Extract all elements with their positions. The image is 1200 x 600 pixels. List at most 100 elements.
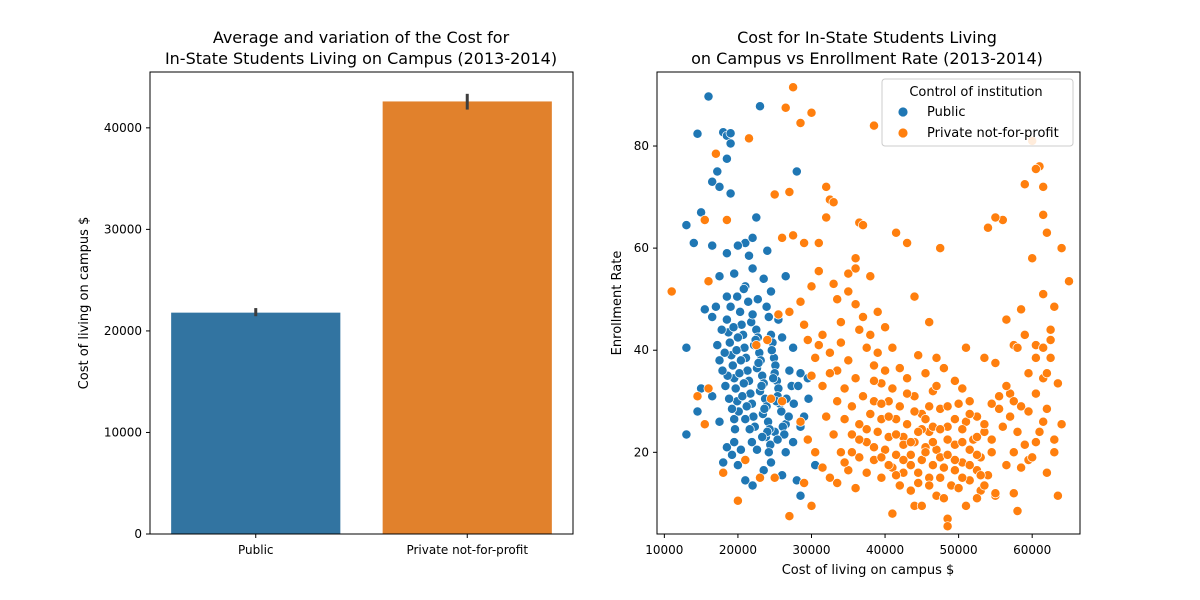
scatter-point-public: [730, 383, 741, 394]
legend-marker-public: [897, 106, 909, 118]
scatter-point-private: [902, 388, 913, 399]
scatter-point-private: [957, 472, 968, 483]
scatter-point-private: [891, 470, 902, 481]
scatter-point-private: [902, 419, 913, 430]
scatter-point-public: [729, 437, 740, 448]
scatter-point-private: [799, 238, 810, 248]
scatter-point-public: [714, 271, 725, 282]
scatter-point-public: [752, 444, 762, 455]
scatter-point-private: [850, 299, 861, 310]
scatter-point-private: [880, 365, 891, 376]
scatter-point-private: [1064, 276, 1074, 287]
bar-1: [382, 101, 552, 534]
scatter-point-private: [1052, 490, 1063, 501]
scatter-point-public: [793, 381, 804, 391]
scatter-point-private: [839, 414, 850, 425]
scatter-point-public: [780, 271, 791, 282]
scatter-point-private: [894, 401, 905, 412]
scatter-points: [666, 82, 1074, 532]
scatter-point-private: [1038, 209, 1049, 220]
scatter-point-public: [703, 91, 714, 102]
scatter-point-private: [1038, 181, 1049, 192]
scatter-point-private: [1049, 301, 1060, 312]
scatter-point-private: [769, 472, 780, 483]
scatter-point-private: [1034, 426, 1045, 437]
scatter-point-public: [758, 273, 769, 284]
scatter-point-private: [795, 296, 806, 307]
scatter-point-private: [839, 457, 850, 468]
scatter-point-public: [791, 166, 802, 177]
scatter-point-public: [743, 296, 754, 307]
scatter-point-private: [924, 401, 935, 412]
scatter-point-private: [957, 437, 968, 448]
scatter-point-private: [802, 434, 813, 445]
scatter-point-private: [979, 352, 990, 363]
y-tick-label: 20: [634, 445, 649, 459]
scatter-point-private: [953, 398, 964, 409]
scatter-point-private: [740, 455, 751, 465]
scatter-point-private: [777, 232, 788, 243]
scatter-point-private: [788, 82, 799, 93]
scatter-point-private: [913, 426, 924, 437]
scatter-point-private: [920, 368, 931, 379]
scatter-point-public: [732, 332, 743, 343]
y-tick-label: 40: [634, 343, 649, 357]
scatter-point-public: [727, 403, 737, 414]
scatter-point-public: [712, 166, 723, 177]
scatter-point-public: [692, 128, 703, 139]
scatter-point-private: [1041, 368, 1052, 379]
scatter-point-private: [990, 212, 1001, 223]
scatter-point-private: [957, 383, 968, 394]
scatter-chart: Cost for In-State Students Living on Cam…: [610, 28, 1081, 578]
scatter-point-private: [751, 340, 762, 351]
scatter-point-private: [858, 391, 868, 402]
scatter-point-private: [964, 409, 975, 419]
scatter-point-public: [681, 429, 692, 440]
scatter-point-private: [961, 342, 971, 353]
scatter-point-private: [931, 352, 942, 363]
scatter-point-private: [850, 263, 861, 274]
scatter-point-private: [1012, 426, 1023, 437]
scatter-point-private: [942, 521, 953, 532]
scatter-point-private: [876, 398, 887, 409]
scatter-point-private: [813, 266, 824, 277]
scatter-point-public: [721, 248, 732, 259]
scatter-point-private: [942, 434, 953, 445]
scatter-chart-frame: [656, 71, 1081, 535]
scatter-point-private: [990, 488, 1001, 499]
scatter-point-private: [832, 294, 843, 305]
scatter-point-public: [741, 401, 752, 412]
scatter-point-public: [735, 306, 746, 317]
scatter-point-private: [1008, 447, 1019, 458]
scatter-point-public: [720, 381, 731, 391]
scatter-point-private: [799, 478, 810, 488]
bar-chart: Average and variation of the Cost for In…: [77, 28, 574, 557]
scatter-point-public: [755, 101, 765, 112]
scatter-point-private: [828, 429, 839, 440]
scatter-point-private: [821, 212, 832, 223]
scatter-point-private: [755, 472, 765, 483]
scatter-point-private: [850, 483, 861, 494]
scatter-point-private: [666, 286, 677, 297]
scatter-point-private: [1052, 378, 1063, 389]
scatter-point-private: [986, 398, 997, 409]
scatter-point-private: [813, 340, 824, 351]
scatter-point-private: [997, 421, 1008, 432]
scatter-point-public: [735, 444, 746, 455]
scatter-chart-x-label: Cost of living on campus $: [782, 563, 955, 578]
scatter-point-private: [894, 480, 905, 491]
scatter-point-public: [753, 358, 764, 368]
scatter-point-private: [1041, 403, 1052, 414]
scatter-point-private: [784, 511, 795, 522]
scatter-point-private: [1030, 437, 1041, 448]
scatter-chart-title-line-2: on Campus vs Enrollment Rate (2013-2014): [691, 49, 1043, 68]
scatter-point-private: [1045, 352, 1056, 363]
scatter-point-private: [902, 373, 913, 384]
scatter-point-private: [916, 500, 927, 511]
scatter-point-public: [752, 294, 763, 305]
scatter-point-private: [957, 424, 968, 435]
y-tick-label: 20000: [104, 324, 142, 338]
scatter-point-private: [817, 462, 828, 473]
scatter-point-public: [788, 437, 799, 448]
